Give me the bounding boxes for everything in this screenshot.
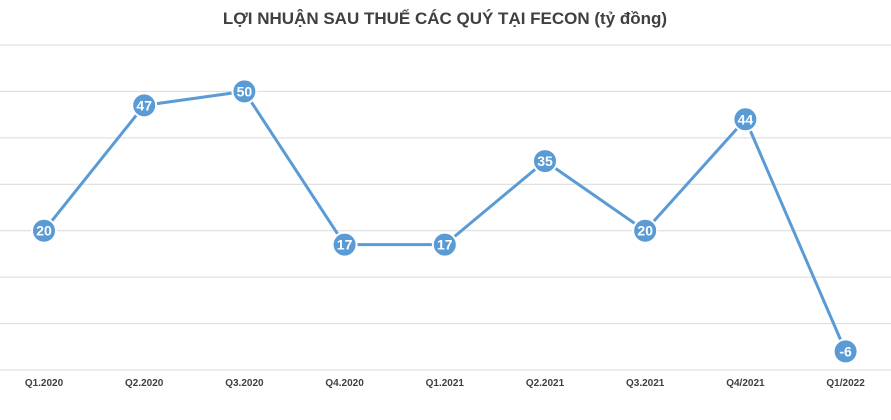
data-label: -6 <box>839 343 852 359</box>
x-tick-label: Q1/2022 <box>826 378 865 389</box>
data-point <box>732 106 759 133</box>
x-tick-label: Q2.2021 <box>526 378 565 389</box>
gridlines <box>0 44 891 371</box>
data-labels: 20 47 50 17 17 35 20 44 -6 <box>36 83 852 359</box>
data-point <box>131 92 158 119</box>
chart-title: LỢI NHUẬN SAU THUẾ CÁC QUÝ TẠI FECON (tỷ… <box>223 9 667 28</box>
x-tick-label: Q3.2021 <box>626 378 665 389</box>
series-line <box>42 89 848 353</box>
x-tick-label: Q4.2020 <box>325 378 364 389</box>
data-label: 35 <box>537 153 553 169</box>
data-point <box>31 217 57 244</box>
x-tick-label: Q1.2021 <box>426 378 465 389</box>
data-point <box>331 231 358 258</box>
x-tick-label: Q3.2020 <box>225 378 264 389</box>
x-tick-label: Q1.2020 <box>25 378 64 389</box>
data-label: 20 <box>637 223 653 239</box>
data-label: 47 <box>136 97 152 113</box>
x-axis-tick-labels: Q1.2020 Q2.2020 Q3.2020 Q4.2020 Q1.2021 Q2.20… <box>25 378 865 389</box>
data-point <box>532 148 558 175</box>
data-label: 20 <box>36 223 52 239</box>
data-label: 17 <box>437 237 453 253</box>
data-point <box>832 338 859 365</box>
data-label: 17 <box>337 237 353 253</box>
data-point <box>231 78 258 105</box>
x-tick-label: Q2.2020 <box>125 378 164 389</box>
data-label: 50 <box>237 83 253 99</box>
data-point <box>632 217 659 244</box>
data-point <box>431 231 458 258</box>
x-tick-label: Q4/2021 <box>726 378 765 389</box>
series-profit <box>31 78 859 365</box>
data-label: 44 <box>738 111 754 127</box>
